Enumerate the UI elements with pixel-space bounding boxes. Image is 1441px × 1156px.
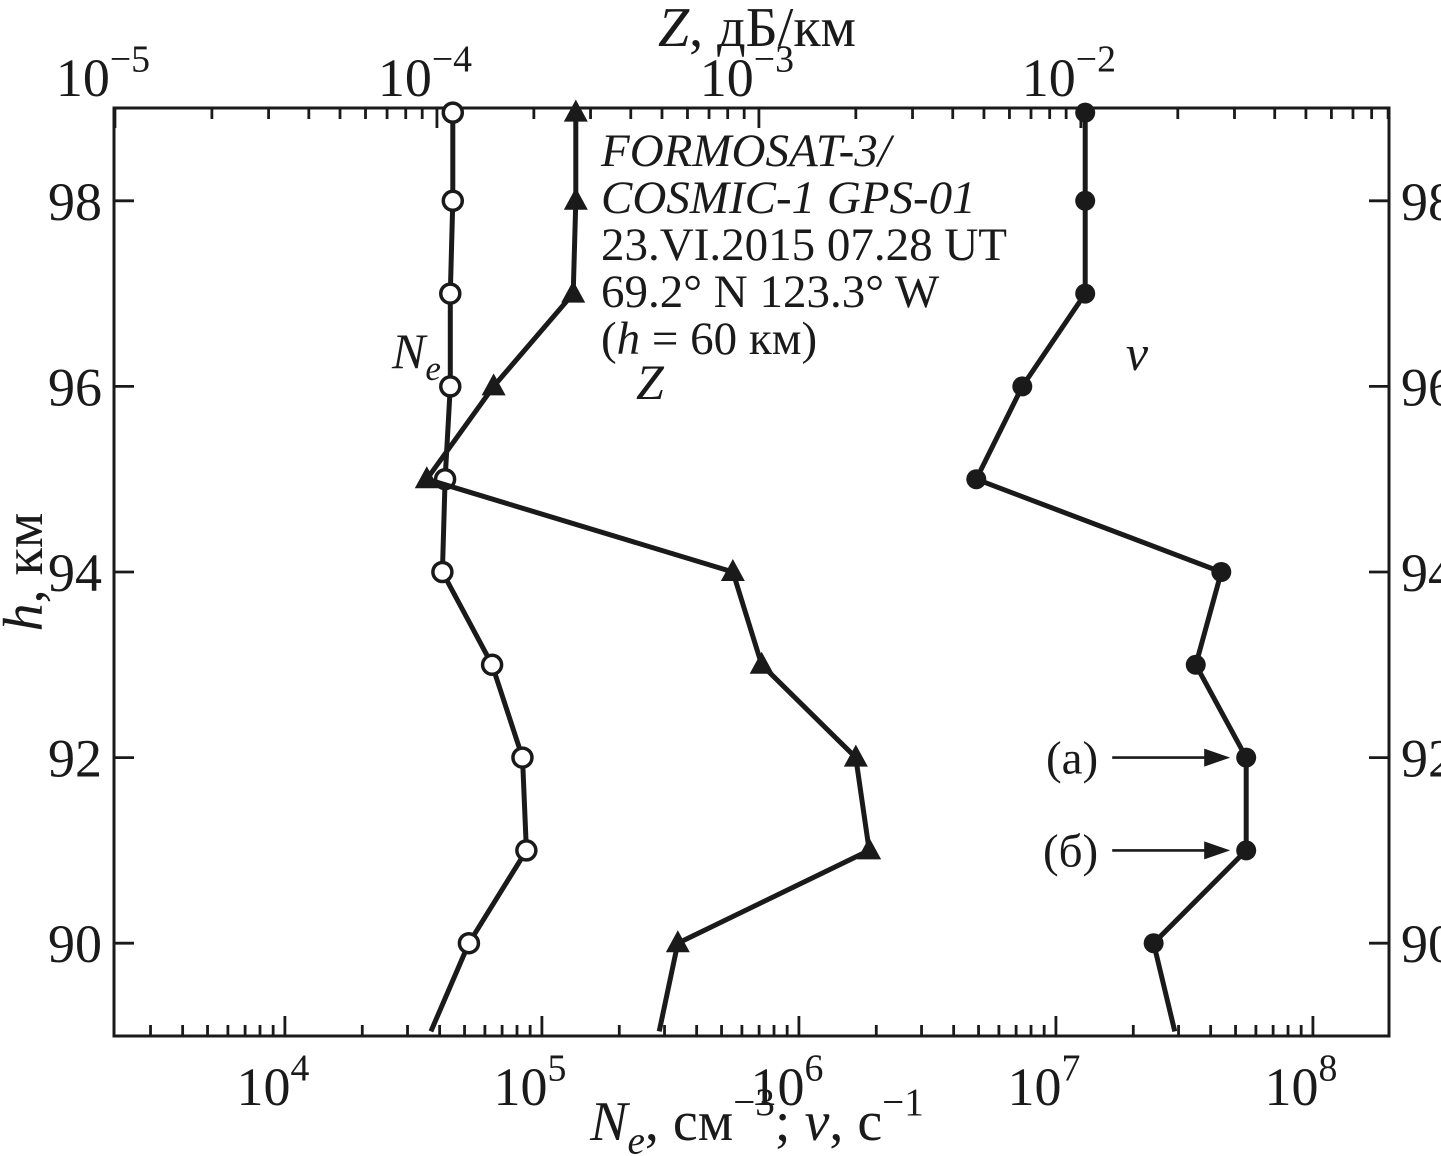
annotations-group: Ne​ Zν FORMOSAT-3/COSMIC-1 GPS-0123.VI.201…: [391, 125, 1231, 877]
callout-arrow-head: [1204, 748, 1231, 767]
marker-open-circle-Ne: [441, 101, 465, 124]
marker-open-circle-Ne: [480, 653, 504, 677]
marker-open-circle-Ne: [457, 931, 481, 955]
axis-ticks-group: [113, 108, 1390, 1036]
marker-filled-circle-nu: [1075, 190, 1096, 211]
marker-open-circle-Ne: [439, 375, 462, 398]
marker-filled-triangle-Z: [561, 280, 586, 303]
x-bottom-tick-label: 107​: [1007, 1048, 1080, 1117]
marker-filled-circle-nu: [1075, 102, 1096, 123]
marker-open-circle-Ne: [511, 746, 534, 769]
x-bottom-tick-label: 108​: [1264, 1048, 1337, 1117]
info-line-2: COSMIC-1 GPS-01: [601, 172, 976, 224]
series-line-nu: [972, 112, 1249, 1032]
info-line-3: 23.VI.2015 07.28 UT: [601, 219, 1007, 271]
axis-title-top: Z, дБ/км: [658, 0, 856, 59]
y-left-tick-label: 92: [48, 729, 102, 789]
marker-filled-circle-nu: [1075, 283, 1096, 304]
marker-filled-triangle-Z: [563, 99, 588, 122]
marker-filled-triangle-Z: [481, 373, 506, 396]
y-right-tick-label: 96: [1401, 357, 1441, 417]
marker-filled-circle-nu: [1185, 654, 1206, 675]
data-series-group: [414, 99, 1257, 1033]
y-left-tick-label: 94: [48, 543, 102, 603]
marker-filled-circle-nu: [1143, 933, 1164, 954]
marker-filled-circle-nu: [1236, 840, 1257, 861]
x-top-tick-label: 10−2​: [1022, 39, 1116, 108]
y-right-tick-label: 98: [1401, 172, 1441, 232]
series-label-Z: Z: [636, 354, 665, 410]
marker-open-circle-Ne: [441, 189, 465, 213]
series-label-Ne: Ne​: [391, 323, 441, 388]
marker-filled-triangle-Z: [414, 466, 439, 489]
y-left-tick-label: 96: [48, 357, 102, 417]
marker-filled-triangle-Z: [749, 651, 774, 674]
axis-title-bottom: Ne​, см−3​; ν, с−1​: [589, 1081, 924, 1156]
marker-filled-circle-nu: [1211, 562, 1232, 582]
x-bottom-tick-label: 105​: [493, 1048, 566, 1117]
x-top-tick-label: 10−5​: [56, 39, 150, 108]
callout-arrow-head: [1204, 841, 1231, 860]
y-right-tick-label: 90: [1401, 914, 1441, 974]
x-top-tick-label: 10−4​: [378, 39, 472, 108]
marker-open-circle-Ne: [515, 839, 538, 862]
callout-label: (а): [1046, 733, 1098, 785]
axis-titles-group: Z, дБ/км Ne​, см−3​; ν, с−1​ h, км: [0, 0, 924, 1156]
marker-open-circle-Ne: [439, 282, 462, 305]
marker-filled-circle-nu: [1236, 747, 1257, 768]
marker-filled-triangle-Z: [720, 559, 745, 581]
x-bottom-tick-label: 104​: [236, 1048, 309, 1117]
y-left-tick-label: 98: [48, 172, 102, 232]
y-right-tick-label: 94: [1401, 543, 1441, 603]
marker-filled-triangle-Z: [665, 930, 690, 953]
marker-filled-circle-nu: [966, 469, 987, 490]
callout-label: (б): [1043, 825, 1098, 877]
x-top-tick-label: 10−3​: [700, 39, 794, 108]
axis-title-left: h, км: [0, 513, 55, 632]
marker-filled-triangle-Z: [857, 837, 882, 860]
marker-open-circle-Ne: [431, 560, 454, 584]
info-line-5: (h = 60 км): [601, 313, 817, 365]
series-label-nu: ν: [1126, 325, 1149, 381]
y-right-tick-label: 92: [1401, 729, 1441, 789]
x-bottom-tick-label: 106​: [750, 1048, 823, 1117]
y-left-tick-label: 90: [48, 914, 102, 974]
marker-filled-triangle-Z: [843, 744, 868, 767]
info-line-4: 69.2° N 123.3° W: [601, 266, 940, 318]
marker-filled-circle-nu: [1012, 376, 1033, 397]
tick-labels-group: 104​ 105​ 106​ 107​ 108​ 10−5​ 10−4​ 10−3​ 10−2​…: [48, 39, 1441, 1117]
marker-filled-triangle-Z: [563, 187, 588, 210]
info-line-1: FORMOSAT-3/: [600, 125, 895, 177]
